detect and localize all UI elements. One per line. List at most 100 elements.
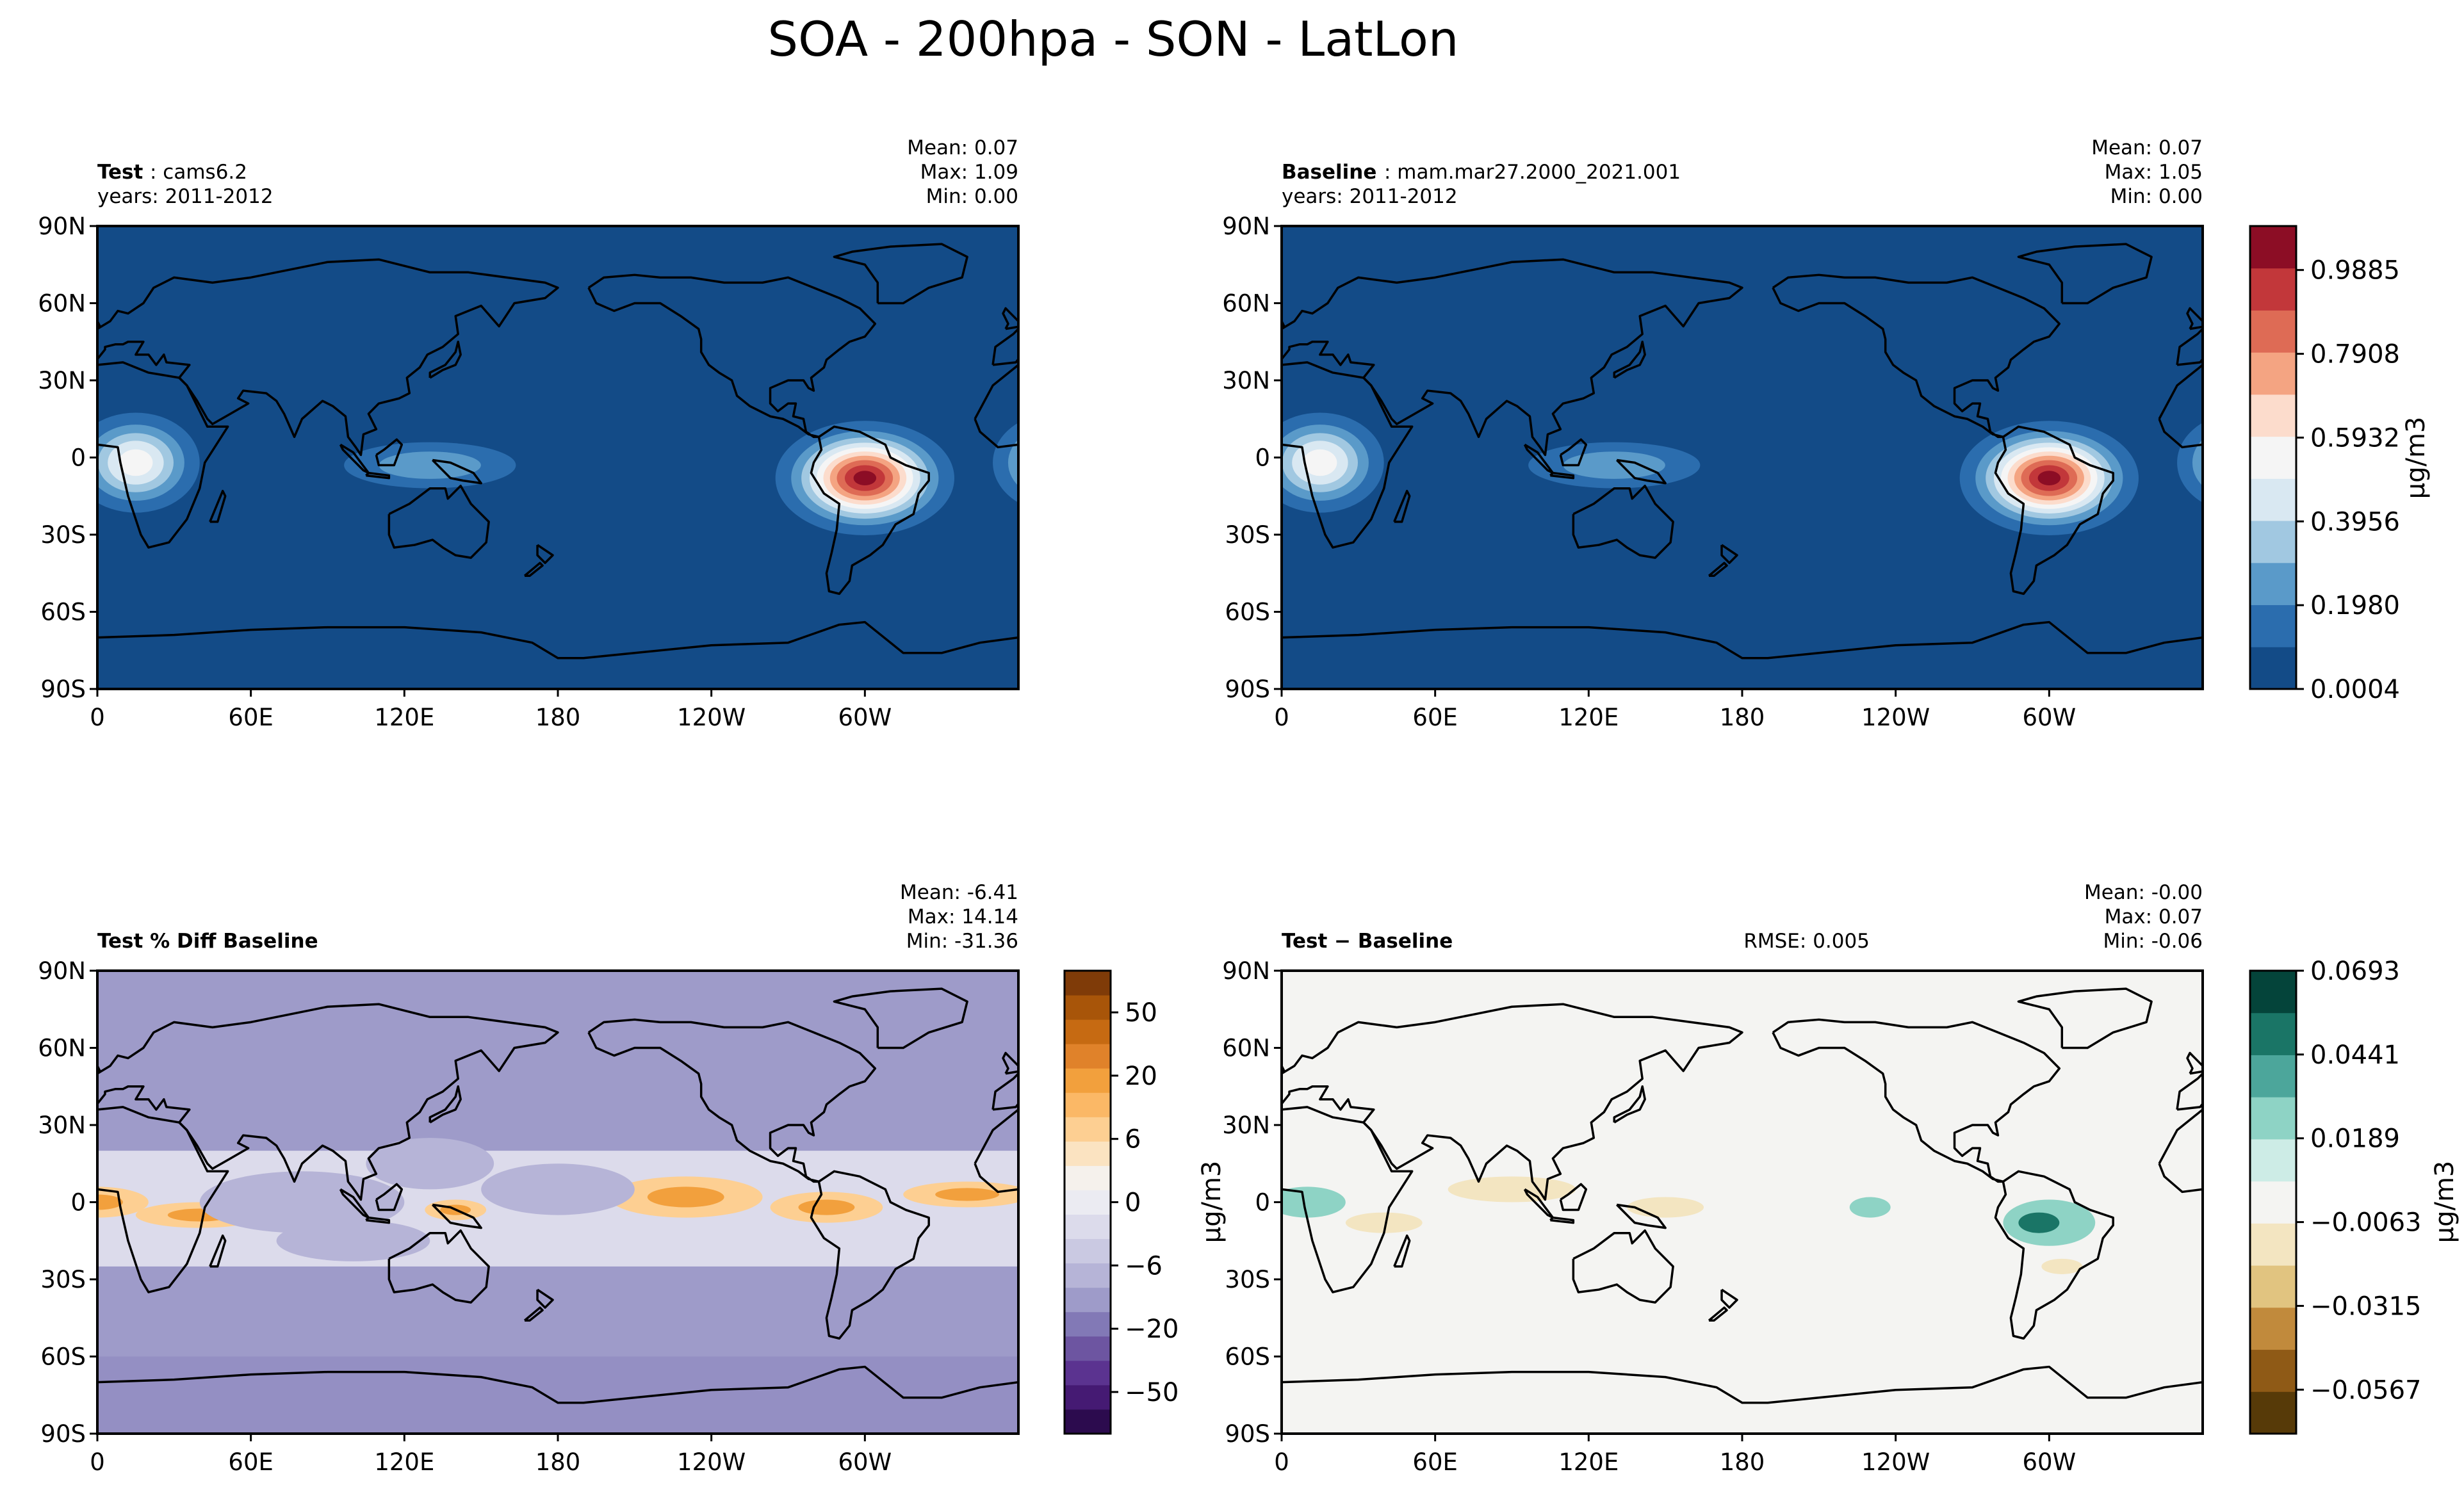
- colorbar-units-label: μg/m3: [1197, 1161, 1227, 1243]
- coastline: [339, 443, 370, 474]
- lat-tick-label: 90S: [40, 676, 86, 703]
- coastline: [388, 1229, 490, 1304]
- colorbar-tick-label: 0.7908: [2310, 340, 2400, 369]
- colorbar-segment: [2250, 971, 2296, 1014]
- lon-tick-label: 60E: [1412, 1448, 1457, 1476]
- contour-band: [993, 423, 1018, 503]
- lat-tick-label: 60N: [38, 1035, 86, 1062]
- contour-band: [1040, 449, 1073, 476]
- colorbar-segment: [1065, 1360, 1111, 1386]
- coastline: [97, 1365, 1018, 1404]
- contour-band: [1008, 439, 1018, 487]
- contour-band: [1282, 1186, 1346, 1218]
- lat-tick-label: 60S: [40, 1343, 86, 1371]
- colorbar-segment: [2250, 394, 2296, 437]
- lat-tick-label: 0: [70, 1189, 86, 1217]
- colorbar-tick-label: 0: [1125, 1188, 1141, 1218]
- lat-tick-label: 30S: [40, 1266, 86, 1293]
- colorbar-units-label: μg/m3: [2430, 1161, 2460, 1243]
- stat-max: Max: 14.14: [908, 905, 1018, 928]
- colorbar-segment: [1065, 1117, 1111, 1142]
- colorbar-segment: [1065, 1068, 1111, 1093]
- coastline: [1994, 1170, 2114, 1340]
- lat-tick-label: 60N: [1222, 1035, 1270, 1062]
- coastline: [1282, 361, 1414, 549]
- stat-mean: Mean: 0.07: [2091, 136, 2203, 159]
- coastline: [432, 458, 482, 485]
- stat-max: Max: 1.05: [2105, 161, 2203, 184]
- lon-tick-label: 60W: [838, 704, 892, 731]
- lon-tick-label: 60W: [2022, 704, 2076, 731]
- coastline: [1002, 1051, 1018, 1075]
- coastline: [97, 1064, 101, 1073]
- panel-header-label: Test − Baseline: [1282, 930, 1453, 953]
- coastline: [97, 258, 559, 457]
- colorbar-tick-label: 0.0441: [2310, 1041, 2400, 1070]
- stat-max: Max: 0.07: [2105, 905, 2203, 928]
- lat-tick-label: 60S: [40, 599, 86, 626]
- colorbar-segment: [1065, 1165, 1111, 1190]
- colorbar-segment: [1065, 1238, 1111, 1264]
- coastline: [810, 425, 930, 595]
- contour-band: [2041, 1258, 2083, 1274]
- lon-tick-label: 180: [1720, 704, 1765, 731]
- lat-tick-label: 0: [1255, 1189, 1270, 1217]
- contour-field: [1282, 1176, 2096, 1274]
- coastline: [1523, 443, 1554, 474]
- colorbar-frame: [2249, 969, 2297, 1435]
- panel-header-years: years: 2011-2012: [1282, 185, 1458, 208]
- coastline: [1720, 544, 1738, 564]
- lat-tick-label: 60N: [38, 290, 86, 318]
- lat-tick-label: 60S: [1225, 1343, 1270, 1371]
- stat-mean: Mean: -0.00: [2084, 881, 2203, 904]
- contour-band: [798, 1199, 855, 1215]
- colorbar-segment: [2250, 521, 2296, 563]
- contour-band: [935, 1188, 1000, 1201]
- colorbar-segment: [2250, 1265, 2296, 1308]
- rmse-label: RMSE: 0.005: [1743, 930, 1870, 953]
- coastline: [339, 1188, 370, 1219]
- coastline: [1772, 273, 2061, 439]
- lon-tick-label: 120E: [374, 704, 434, 731]
- colorbar-segment: [1065, 1311, 1111, 1337]
- coastline: [833, 243, 968, 305]
- lat-tick-label: 30N: [1222, 367, 1270, 394]
- colorbar-units-label: μg/m3: [2401, 417, 2431, 499]
- colorbar-tick-label: 0.0189: [2310, 1124, 2400, 1154]
- colorbar-segment: [1065, 1263, 1111, 1288]
- lon-tick-label: 180: [1720, 1448, 1765, 1476]
- coastline: [2186, 1051, 2203, 1075]
- coastline: [1282, 320, 1285, 328]
- colorbar-segment: [2250, 1349, 2296, 1392]
- lat-tick-label: 0: [70, 444, 86, 472]
- contour-band: [1345, 1212, 1423, 1233]
- panel-header-case: : cams6.2: [150, 161, 247, 184]
- contour-band: [366, 1138, 494, 1190]
- coastline: [97, 1106, 229, 1293]
- lat-tick-label: 0: [1255, 444, 1270, 472]
- colorbar-tick-label: 0.0693: [2310, 957, 2400, 986]
- lon-tick-label: 120E: [1558, 1448, 1619, 1476]
- colorbar-segment: [1065, 995, 1111, 1020]
- contour-band: [647, 1186, 724, 1208]
- colorbar-segment: [1065, 971, 1111, 996]
- lon-tick-label: 120W: [677, 1448, 746, 1476]
- coastline: [97, 620, 1018, 660]
- contour-band: [118, 449, 153, 476]
- coastlines: [97, 243, 1018, 660]
- coastline: [536, 1288, 554, 1309]
- contour-field: [97, 412, 1073, 536]
- coastline: [833, 987, 968, 1049]
- colorbar-segment: [2250, 1181, 2296, 1224]
- coastline: [97, 1003, 559, 1201]
- coastlines: [97, 987, 1018, 1404]
- contour-band: [97, 1194, 123, 1210]
- contour-band: [97, 1292, 1018, 1434]
- lat-tick-label: 90S: [40, 1420, 86, 1448]
- panel-header-years: years: 2011-2012: [97, 185, 273, 208]
- contour-band: [1627, 1197, 1704, 1218]
- coastline: [1708, 562, 1728, 578]
- colorbar-tick-label: −6: [1125, 1251, 1163, 1281]
